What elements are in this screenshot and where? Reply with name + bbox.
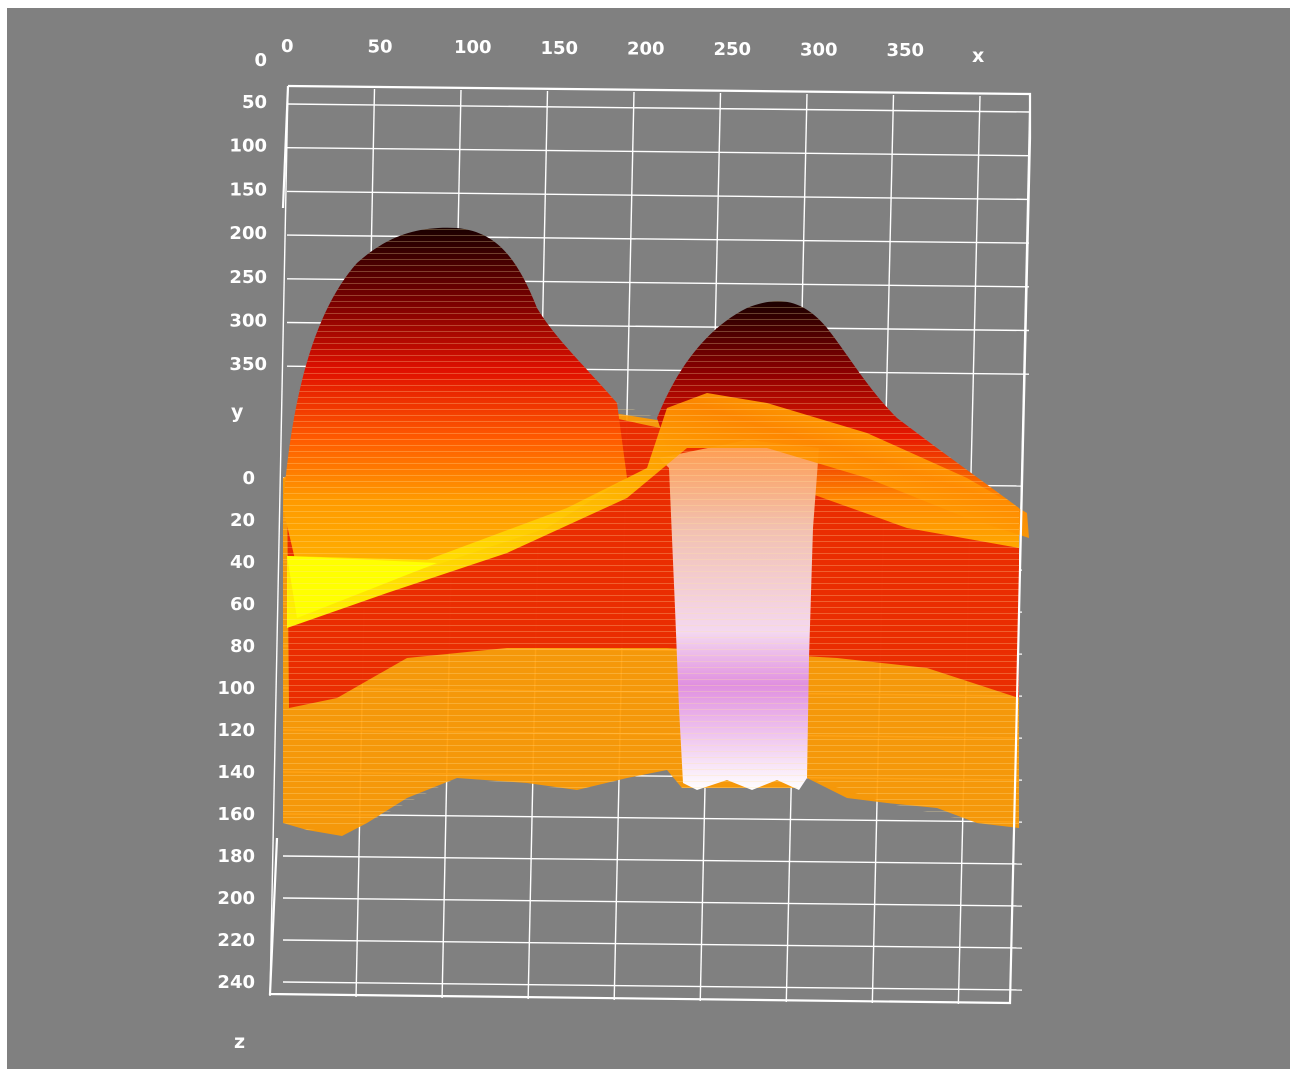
x-tick-label: 300	[800, 40, 838, 61]
z-axis-ticks: 0 20 40 60 80 100 120 140 160 180 200 220 240	[217, 468, 255, 993]
x-tick-label: 0	[281, 36, 294, 57]
z-tick-label: 120	[217, 720, 255, 741]
surface-plot[interactable]: 0 50 100 150 200 250 300 350 050100150200250300…	[7, 8, 1290, 1069]
x-tick-label: 150	[541, 38, 579, 59]
grid-line	[282, 981, 1023, 991]
y-tick-label: 200	[229, 223, 267, 244]
y-tick-label: 150	[229, 179, 267, 200]
grid-line	[282, 939, 1023, 949]
grid-line	[286, 103, 1030, 113]
grid-line	[282, 897, 1023, 907]
z-tick-label: 140	[217, 762, 255, 783]
x-axis-label: x	[972, 45, 984, 67]
z-tick-label: 240	[217, 972, 255, 993]
z-tick-label: 180	[217, 846, 255, 867]
z-tick-label: 100	[217, 678, 255, 699]
y-tick-label: 300	[229, 311, 267, 332]
grid-line	[286, 190, 1030, 201]
x-tick-label: 100	[454, 37, 492, 58]
y-tick-label: 50	[242, 92, 267, 113]
x-tick-label: 250	[714, 39, 752, 60]
z-tick-label: 0	[242, 468, 255, 489]
x-axis-ticks: 0 50 100 150 200 250 300 350	[281, 36, 924, 61]
y-axis-ticks: 0 50 100 150 200 250 300 350	[229, 50, 267, 375]
bounding-box	[268, 84, 1032, 1005]
x-tick-label: 200	[627, 38, 665, 59]
z-tick-label: 220	[217, 930, 255, 951]
z-tick-label: 20	[230, 510, 255, 531]
x-tick-label: 350	[887, 40, 925, 61]
z-tick-label: 40	[230, 552, 255, 573]
y-axis-label: y	[231, 401, 244, 423]
z-tick-label: 80	[230, 636, 255, 657]
y-tick-label: 350	[229, 354, 267, 375]
grid-line	[286, 147, 1030, 157]
x-tick-label: 50	[368, 37, 393, 58]
z-tick-label: 200	[217, 888, 255, 909]
y-tick-label: 250	[229, 267, 267, 288]
surface	[283, 227, 1029, 836]
grid-line	[282, 813, 1023, 823]
grid-line	[269, 87, 289, 997]
z-tick-label: 160	[217, 804, 255, 825]
y-tick-label: 0	[254, 50, 267, 71]
grid-line	[282, 855, 1023, 865]
y-tick-label: 100	[229, 136, 267, 157]
z-axis-label: z	[234, 1031, 245, 1053]
z-tick-label: 60	[230, 594, 255, 615]
plot-viewport[interactable]: 0 50 100 150 200 250 300 350 0 50 100 150 200 250 300…	[7, 8, 1290, 1069]
surface-contour-texture	[283, 227, 1019, 831]
